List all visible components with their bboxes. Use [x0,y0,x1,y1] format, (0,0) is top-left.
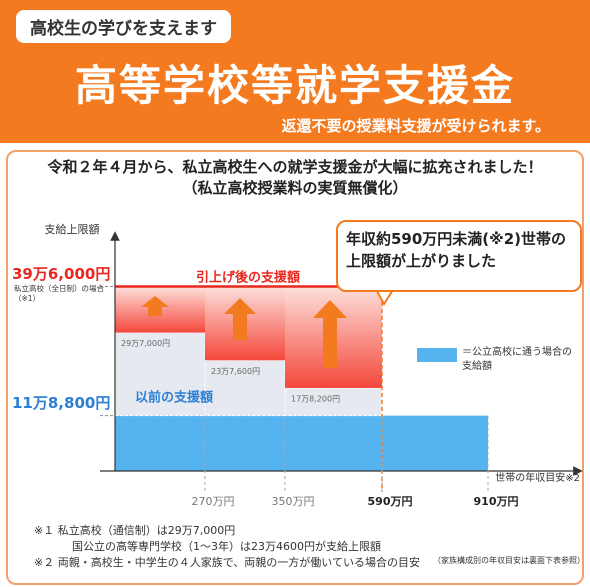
header-title: 高等学校等就学支援金 [74,61,515,110]
x-tick-label: 910万円 [474,495,519,508]
arrow [224,298,256,340]
arrow [141,296,169,316]
headline: 令和２年４月から、私立高校生への就学支援金が大幅に拡充されました！ [47,158,543,176]
step-bar [204,359,286,417]
legend-label: ＝公立高校に通う場合の支給額 [462,347,572,372]
value-label: 29万7,000円 [121,339,170,348]
header-tag: 高校生の学びを支えます [16,10,231,43]
value-label: 23万7,600円 [211,367,260,376]
y-tick-label: 11万8,800円 [12,394,110,412]
x-tick-label: 590万円 [368,495,413,508]
series-label: 引上げ後の支援額 [196,270,300,286]
y-tick-note: 私立高校（全日制）の場合（※1） [14,284,104,303]
y-axis-label: 支給上限額 [45,222,100,236]
x-tick-label: 350万円 [272,495,315,508]
step-bar [205,415,285,471]
step-bar [115,415,205,471]
step-bar [382,415,488,471]
y-tick-label: 39万6,000円 [12,265,110,283]
callout: 年収約590万円未満(※2)世帯の上限額が上がりました [336,220,582,292]
x-axis-label: 世帯の年収目安※2 [495,471,580,484]
footnote: 国公立の高等専門学校（1～3年）は23万4600円が支給上限額 [72,540,381,553]
footnote-small: （家族構成別の年収目安は裏面下表参照） [433,556,585,565]
arrow [313,300,347,368]
footnote: ※２ 両親・高校生・中学生の４人家族で、両親の一方が働いている場合の目安 [34,556,420,569]
footnote: ※１ 私立高校（通信制）は29万7,000円 [34,524,236,537]
value-label: 17万8,200円 [291,394,340,403]
header-subtitle: 返還不要の授業料支援が受けられます。 [281,117,550,135]
subheadline: （私立高校授業料の実質無償化） [182,179,408,197]
legend-swatch [417,348,457,362]
x-tick-label: 270万円 [192,495,235,508]
panel [6,150,584,585]
step-bar [285,415,382,471]
series-label: 以前の支援額 [135,390,213,406]
